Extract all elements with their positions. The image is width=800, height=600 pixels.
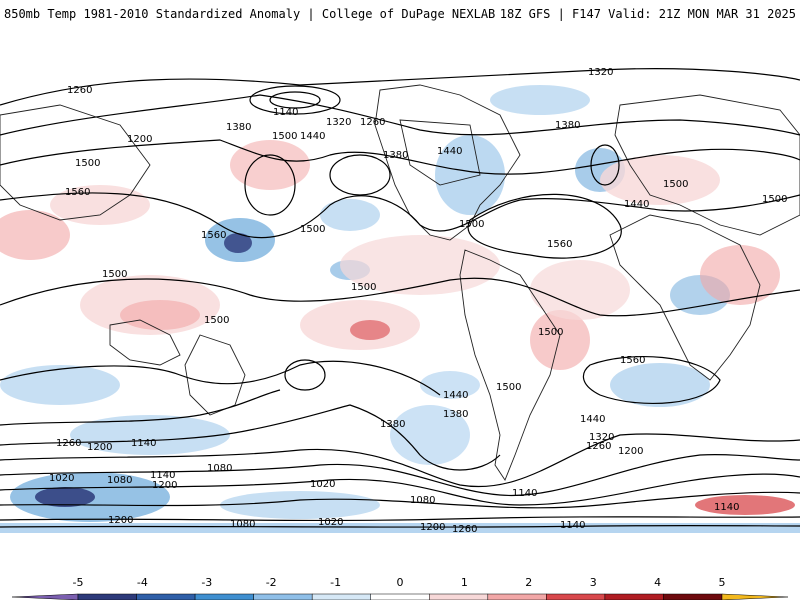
colorbar-segment xyxy=(546,593,606,600)
valid-time: 18Z GFS | F147 Valid: 21Z MON MAR 31 202… xyxy=(499,7,796,21)
contour-label: 1500 xyxy=(459,219,484,230)
contour-labels: 1260 1320 1140 1380 1320 1260 1380 1200 … xyxy=(49,67,787,533)
colorbar-segment xyxy=(77,593,137,600)
colorbar-segment xyxy=(429,593,489,600)
contour-label: 1080 xyxy=(230,519,255,530)
colorbar-tick-label: 0 xyxy=(396,576,404,589)
contour-label: 1500 xyxy=(538,327,563,338)
contour-label: 1020 xyxy=(310,479,335,490)
contour-label: 1440 xyxy=(437,146,462,157)
contour-label: 1140 xyxy=(512,488,537,499)
contour-label: 1440 xyxy=(443,390,468,401)
contour-label: 1200 xyxy=(618,446,643,457)
contour-label: 1080 xyxy=(410,495,435,506)
contour-label: 1500 xyxy=(102,269,127,280)
contour-label: 1560 xyxy=(547,239,572,250)
anomaly-map: 1260 1320 1140 1380 1320 1260 1380 1200 … xyxy=(0,35,800,533)
contour-label: 1380 xyxy=(380,419,405,430)
contour-label: 1200 xyxy=(420,522,445,533)
contour-label: 1140 xyxy=(560,520,585,531)
colorbar-tick-label: -5 xyxy=(72,576,84,589)
colorbar-tick-label: -4 xyxy=(136,576,148,589)
map-title: 850mb Temp 1981-2010 Standardized Anomal… xyxy=(4,7,496,21)
contour-label: 1440 xyxy=(580,414,605,425)
contour-label: 1380 xyxy=(226,122,251,133)
contour-label: 1560 xyxy=(201,230,226,241)
colorbar-segment xyxy=(311,593,371,600)
contour-label: 1500 xyxy=(663,179,688,190)
map-svg: 1260 1320 1140 1380 1320 1260 1380 1200 … xyxy=(0,67,800,533)
contour-label: 1260 xyxy=(67,85,92,96)
contour-label: 1260 xyxy=(56,438,81,449)
colorbar: -5 -4 -3 -2 -1 0 1 2 3 4 5 xyxy=(0,568,800,600)
contour-label: 1500 xyxy=(204,315,229,326)
contour-label: 1500 xyxy=(300,224,325,235)
contour-label: 1380 xyxy=(555,120,580,131)
contour-label: 1500 xyxy=(496,382,521,393)
cold-anomaly-shading xyxy=(0,85,800,533)
colorbar-tick-label: 3 xyxy=(589,576,597,589)
colorbar-segment xyxy=(487,593,547,600)
colorbar-segment xyxy=(253,593,313,600)
colorbar-tick-label: -2 xyxy=(265,576,277,589)
coastlines xyxy=(0,84,800,481)
height-contours xyxy=(0,68,800,528)
colorbar-tick-label: 5 xyxy=(718,576,726,589)
colorbar-segment xyxy=(194,593,254,600)
colorbar-tick-label: 1 xyxy=(460,576,468,589)
colorbar-segment xyxy=(604,593,664,600)
warm-anomaly-shading xyxy=(0,140,795,515)
colorbar-low-extension xyxy=(11,593,79,600)
contour-label: 1140 xyxy=(714,502,739,513)
contour-label: 1380 xyxy=(383,150,408,161)
contour-label: 1200 xyxy=(87,442,112,453)
contour-label: 1320 xyxy=(589,432,614,443)
contour-label: 1320 xyxy=(588,67,613,78)
contour-label: 1140 xyxy=(273,107,298,118)
colorbar-tick-label: -3 xyxy=(201,576,213,589)
colorbar-tick-label: -1 xyxy=(330,576,342,589)
contour-label: 1320 xyxy=(326,117,351,128)
contour-label: 1560 xyxy=(620,355,645,366)
contour-label: 1080 xyxy=(207,463,232,474)
colorbar-segment xyxy=(370,593,430,600)
colorbar-high-extension xyxy=(721,593,789,600)
contour-label: 1020 xyxy=(49,473,74,484)
contour-label: 1260 xyxy=(360,117,385,128)
contour-label: 1260 xyxy=(452,524,477,533)
contour-label: 1200 xyxy=(152,480,177,491)
colorbar-svg xyxy=(11,593,789,600)
contour-label: 1080 xyxy=(107,475,132,486)
colorbar-tick-label: 4 xyxy=(654,576,662,589)
contour-label: 1020 xyxy=(318,517,343,528)
contour-label: 1440 xyxy=(624,199,649,210)
contour-label: 1500 xyxy=(351,282,376,293)
contour-label: 1500 xyxy=(75,158,100,169)
contour-label: 1500 xyxy=(272,131,297,142)
colorbar-segment xyxy=(663,593,723,600)
contour-label: 1560 xyxy=(65,187,90,198)
colorbar-tick-label: 2 xyxy=(525,576,533,589)
contour-label: 1440 xyxy=(300,131,325,142)
colorbar-segment xyxy=(136,593,196,600)
contour-label: 1380 xyxy=(443,409,468,420)
contour-label: 1140 xyxy=(131,438,156,449)
header: 850mb Temp 1981-2010 Standardized Anomal… xyxy=(0,0,800,30)
contour-label: 1200 xyxy=(127,134,152,145)
contour-label: 1260 xyxy=(586,441,611,452)
contour-label: 1200 xyxy=(108,515,133,526)
contour-label: 1140 xyxy=(150,470,175,481)
contour-label: 1500 xyxy=(762,194,787,205)
